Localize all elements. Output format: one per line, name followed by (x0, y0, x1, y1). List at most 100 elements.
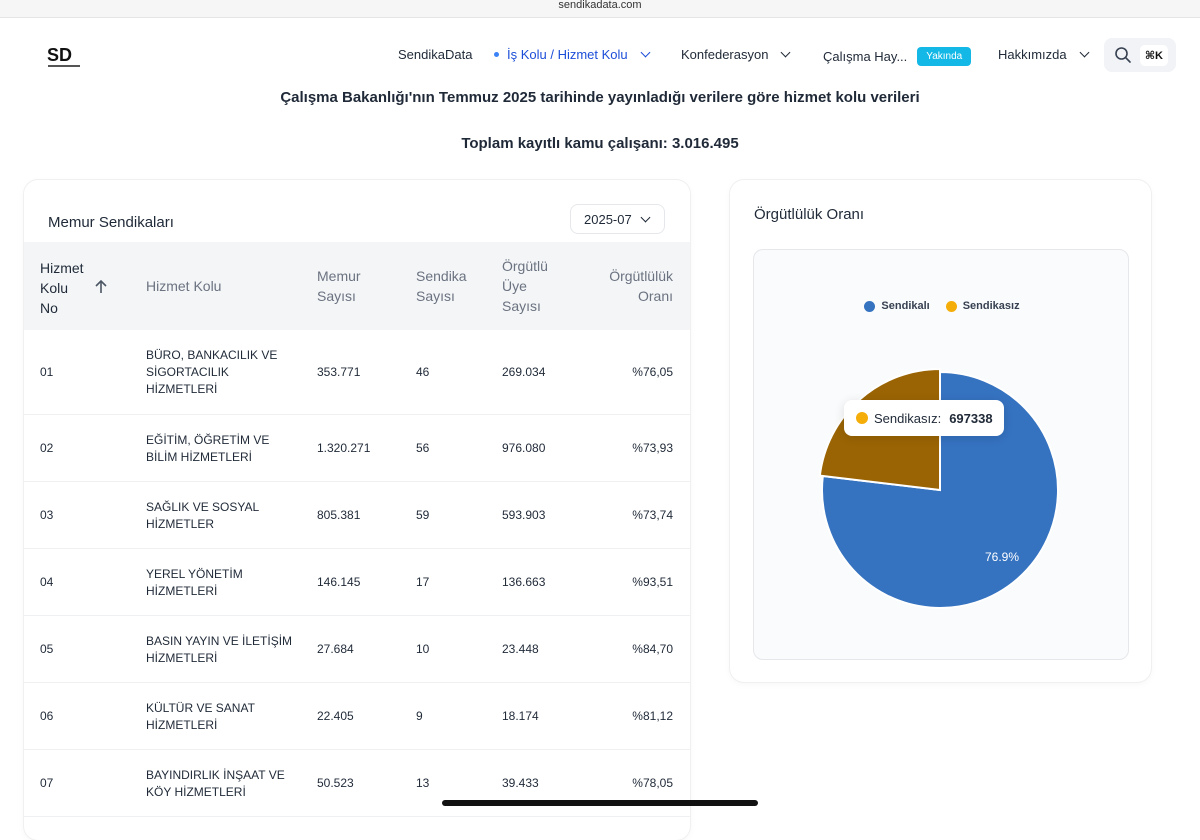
nav-item-hakkimizda[interactable]: Hakkımızda (998, 47, 1090, 62)
th-line: Sayısı (416, 288, 455, 304)
cell-line: BİLİM HİZMETLERİ (146, 449, 253, 464)
svg-text:SD: SD (47, 45, 72, 65)
cell-line: SAĞLIK VE SOSYAL (146, 499, 260, 514)
cell-orgutlu-uye: 39.433 (502, 776, 539, 790)
search-icon (1115, 47, 1131, 63)
th-hizmet-kolu-no[interactable]: Hizmet Kolu No (40, 258, 84, 318)
cell-orgutluluk-orani: %73,74 (632, 508, 673, 522)
tooltip-dot (856, 412, 868, 424)
nav-item-label: SendikaData (398, 47, 473, 62)
cell-orgutluluk-orani: %76,05 (632, 365, 673, 379)
table-row[interactable]: 05 BASIN YAYIN VE İLETİŞİM HİZMETLERİ 27.68… (24, 616, 690, 683)
cell-orgutluluk-orani: %93,51 (632, 575, 673, 589)
table-row[interactable]: 02 EĞİTİM, ÖĞRETİM VE BİLİM HİZMETLERİ 1.32… (24, 415, 690, 482)
sort-arrow-up-icon[interactable] (94, 279, 108, 298)
th-line: Örgütlü (502, 258, 548, 274)
cell-hizmet-kolu: BÜRO, BANKACILIK VE SİGORTACILIK HİZMETLER… (146, 347, 277, 398)
table-card-title: Memur Sendikaları (48, 214, 174, 231)
cell-hizmet-kolu: EĞİTİM, ÖĞRETİM VE BİLİM HİZMETLERİ (146, 432, 269, 466)
cell-memur-sayisi: 27.684 (317, 642, 354, 656)
chevron-down-icon (640, 47, 651, 58)
total-employees: Toplam kayıtlı kamu çalışanı: 3.016.495 (461, 135, 739, 152)
cell-hizmet-kolu: KÜLTÜR VE SANAT HİZMETLERİ (146, 700, 255, 734)
cell-hizmet-kolu: BASIN YAYIN VE İLETİŞİM HİZMETLERİ (146, 633, 292, 667)
th-line: Kolu (40, 280, 69, 296)
th-memur-sayisi[interactable]: Memur Sayısı (317, 266, 361, 306)
nav-item-konfederasyon[interactable]: Konfederasyon (681, 47, 791, 62)
search-button[interactable]: ⌘K (1104, 38, 1176, 72)
nav-item-label: Hakkımızda (998, 47, 1067, 62)
cell-line: EĞİTİM, ÖĞRETİM VE (146, 432, 270, 447)
legend-item-sendikasiz[interactable]: Sendikasız (945, 300, 1020, 312)
cell-sendika-sayisi: 13 (416, 776, 430, 790)
cell-memur-sayisi: 353.771 (317, 365, 361, 379)
th-orgutluluk-orani[interactable]: Örgütlülük Oranı (609, 266, 673, 306)
cell-no: 02 (40, 441, 54, 455)
cell-line: KÖY HİZMETLERİ (146, 784, 246, 799)
chart-legend: Sendikalı Sendikasız (754, 300, 1130, 312)
active-dot-icon (494, 52, 499, 57)
cell-line: KÜLTÜR VE SANAT (146, 700, 255, 715)
cell-memur-sayisi: 146.145 (317, 575, 361, 589)
cell-memur-sayisi: 805.381 (317, 508, 361, 522)
cell-orgutluluk-orani: %73,93 (632, 441, 673, 455)
th-line: No (40, 300, 58, 316)
memur-sendikalari-card: Memur Sendikaları 2025-07 Hizmet Kolu No… (24, 180, 690, 840)
chart-card-title: Örgütlülük Oranı (754, 206, 865, 223)
chevron-down-icon (781, 47, 791, 58)
coming-soon-badge: Yakında (917, 47, 972, 66)
nav-item-calisma-hayati[interactable]: Çalışma Hay... Yakında (823, 47, 972, 66)
cell-no: 06 (40, 709, 54, 723)
legend-item-sendikali[interactable]: Sendikalı (864, 300, 930, 312)
cell-hizmet-kolu: BAYINDIRLIK İNŞAAT VE KÖY HİZMETLERİ (146, 767, 285, 801)
table-row[interactable]: 04 YEREL YÖNETİM HİZMETLERİ 146.145 17 136.66… (24, 549, 690, 616)
cell-line: YEREL YÖNETİM (146, 566, 243, 581)
cell-orgutluluk-orani: %78,05 (632, 776, 673, 790)
pie-slice-label: 76.9% (985, 550, 1019, 564)
cell-sendika-sayisi: 59 (416, 508, 430, 522)
orgutluluk-orani-card: Örgütlülük Oranı Sendikalı Sendikasız 76… (730, 180, 1151, 682)
th-hizmet-kolu[interactable]: Hizmet Kolu (146, 278, 222, 294)
table-row[interactable]: 03 SAĞLIK VE SOSYAL HİZMETLER 805.381 59 593.… (24, 482, 690, 549)
cell-hizmet-kolu: YEREL YÖNETİM HİZMETLERİ (146, 566, 243, 600)
nav-item-label: Konfederasyon (681, 47, 769, 62)
cell-line: HİZMETLERİ (146, 717, 218, 732)
th-line: Memur (317, 268, 361, 284)
legend-label: Sendikasız (962, 300, 1020, 312)
cell-no: 07 (40, 776, 54, 790)
year-select[interactable]: 2025-07 (570, 204, 665, 234)
chevron-down-icon (640, 212, 651, 222)
sendikadata-logo[interactable]: SD (46, 41, 82, 71)
cell-orgutluluk-orani: %81,12 (632, 709, 673, 723)
cell-sendika-sayisi: 10 (416, 642, 430, 656)
chart-tooltip: Sendikasız: 697338 (844, 400, 1004, 436)
nav-item-is-kolu[interactable]: İş Kolu / Hizmet Kolu (494, 47, 651, 62)
cell-memur-sayisi: 50.523 (317, 776, 354, 790)
th-sendika-sayisi[interactable]: Sendika Sayısı (416, 266, 467, 306)
cell-line: BÜRO, BANKACILIK VE (146, 348, 278, 362)
th-line: Sayısı (317, 288, 356, 304)
pie-chart[interactable]: 76.9% (754, 250, 1130, 661)
cell-sendika-sayisi: 17 (416, 575, 430, 589)
cell-orgutlu-uye: 976.080 (502, 441, 546, 455)
cell-line: HİZMETLER (146, 516, 215, 531)
cell-orgutlu-uye: 136.663 (502, 575, 546, 589)
cell-sendika-sayisi: 56 (416, 441, 430, 455)
tooltip-label: Sendikasız: (874, 410, 942, 426)
legend-dot (945, 300, 957, 312)
cell-no: 01 (40, 365, 54, 379)
table-row[interactable]: 07 BAYINDIRLIK İNŞAAT VE KÖY HİZMETLERİ 50.… (24, 750, 690, 817)
nav-item-sendikadata[interactable]: SendikaData (398, 47, 472, 62)
year-select-value: 2025-07 (584, 211, 632, 227)
th-line: Sayısı (502, 298, 541, 314)
pie-chart-container: Sendikalı Sendikasız 76.9% Sendikasız: 6… (753, 249, 1129, 660)
table-row[interactable]: 01 BÜRO, BANKACILIK VE SİGORTACILIK HİZMETL… (24, 330, 690, 415)
th-orgutlu-uye-sayisi[interactable]: Örgütlü Üye Sayısı (502, 256, 548, 316)
cell-orgutlu-uye: 269.034 (502, 365, 546, 379)
legend-label: Sendikalı (881, 300, 930, 312)
table-row[interactable]: 06 KÜLTÜR VE SANAT HİZMETLERİ 22.405 9 18.174… (24, 683, 690, 750)
shortcut-key: ⌘K (1139, 44, 1168, 66)
browser-url-bar[interactable]: sendikadata.com (0, 0, 1200, 18)
cell-no: 05 (40, 642, 54, 656)
cell-line: HİZMETLERİ (146, 583, 218, 598)
